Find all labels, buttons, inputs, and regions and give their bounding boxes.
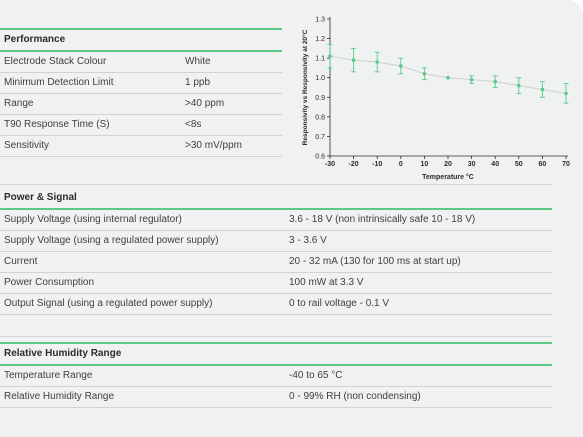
row-label: Temperature Range [4, 370, 93, 381]
x-tick-label: 10 [421, 161, 429, 168]
data-point [564, 91, 568, 96]
data-point [517, 83, 521, 88]
table-row: T90 Response Time (S) <8s [0, 115, 282, 136]
series-line [329, 55, 567, 94]
responsivity-chart: 0.6 0.7 0.8 0.9 1.0 1.1 1.2 1.3 -30 -20 -10 0 10 20 30… [301, 17, 570, 182]
table-row: Supply Voltage (using a regulated power … [0, 231, 552, 252]
row-label: Output Signal (using a regulated power s… [4, 298, 213, 309]
performance-table: Performance Electrode Stack Colour White… [0, 28, 282, 157]
table-row: Electrode Stack Colour White [0, 52, 282, 73]
row-label: Minimum Detection Limit [4, 77, 114, 88]
table-row: Power Consumption 100 mW at 3.3 V [0, 273, 552, 294]
humidity-top-rule [0, 342, 552, 344]
y-tick-label: 1.2 [315, 36, 325, 43]
table-row: Supply Voltage (using internal regulator… [0, 210, 552, 231]
row-label: Electrode Stack Colour [4, 56, 107, 67]
table-row: Output Signal (using a regulated power s… [0, 294, 552, 315]
y-tick-label: 0.8 [315, 114, 325, 121]
x-tick-label: 50 [515, 161, 523, 168]
x-tick-label: 30 [468, 161, 476, 168]
x-tick-label: -10 [372, 161, 382, 168]
row-value: 1 ppb [185, 77, 211, 88]
row-label: Range [4, 98, 34, 109]
power-signal-header-rule [0, 208, 552, 210]
row-label: Supply Voltage (using internal regulator… [4, 214, 182, 225]
humidity-header-rule [0, 364, 552, 366]
x-axis-label: Temperature °C [422, 173, 474, 181]
row-value: 3.6 - 18 V (non intrinsically safe 10 - … [289, 214, 476, 225]
section-divider [0, 184, 552, 185]
row-value: >40 ppm [185, 98, 225, 109]
table-row: Current 20 - 32 mA (130 for 100 ms at st… [0, 252, 552, 273]
row-label: Power Consumption [4, 277, 95, 288]
row-value: <8s [185, 119, 202, 130]
data-point [493, 79, 497, 84]
row-value: White [185, 56, 211, 67]
table-row: Range >40 ppm [0, 94, 282, 115]
performance-header-rule [0, 50, 282, 52]
row-value: 20 - 32 mA (130 for 100 ms at start up) [289, 256, 461, 267]
data-point [540, 87, 545, 92]
row-value: 0 to rail voltage - 0.1 V [289, 298, 390, 309]
performance-title: Performance [4, 34, 66, 45]
data-point [351, 58, 356, 62]
x-tick-label: 20 [444, 161, 452, 168]
row-label: Relative Humidity Range [4, 391, 115, 402]
performance-top-rule [0, 28, 282, 30]
data-point [422, 72, 427, 76]
table-row: Sensitivity >30 mV/ppm [0, 136, 282, 157]
data-point [399, 64, 403, 68]
y-tick-label: 1.1 [315, 56, 325, 63]
row-value: 100 mW at 3.3 V [289, 277, 364, 288]
row-label: T90 Response Time (S) [4, 119, 110, 130]
row-label: Current [4, 256, 38, 267]
y-tick-label: 0.7 [315, 134, 325, 141]
x-tick-label: -20 [349, 161, 359, 168]
humidity-title: Relative Humidity Range [4, 348, 122, 359]
x-tick-label: 0 [399, 161, 403, 168]
y-tick-label: 0.6 [315, 154, 325, 161]
section-divider [0, 336, 552, 337]
humidity-table: Relative Humidity Range Temperature Rang… [0, 342, 552, 408]
row-value: >30 mV/ppm [185, 140, 242, 151]
x-tick-label: 60 [539, 161, 547, 168]
row-value: 3 - 3.6 V [289, 235, 327, 246]
x-tick-label: -30 [325, 161, 335, 168]
row-value: -40 to 65 °C [289, 370, 343, 381]
y-tick-label: 1.3 [315, 17, 325, 24]
x-tick-label: 70 [562, 161, 570, 168]
row-label: Sensitivity [4, 140, 50, 151]
row-value: 0 - 99% RH (non condensing) [289, 391, 421, 402]
row-label: Supply Voltage (using a regulated power … [4, 235, 219, 246]
table-row: Minimum Detection Limit 1 ppb [0, 73, 282, 94]
table-row: Relative Humidity Range 0 - 99% RH (non … [0, 387, 552, 408]
power-signal-title: Power & Signal [4, 192, 77, 203]
power-signal-table: Power & Signal Supply Voltage (using int… [0, 188, 552, 315]
y-axis-label: Responsivity vs Responsivity at 20°C [301, 29, 309, 145]
table-row: Temperature Range -40 to 65 °C [0, 366, 552, 387]
y-tick-label: 1.0 [315, 75, 325, 82]
x-tick-label: 40 [491, 161, 499, 168]
data-point [375, 60, 379, 64]
y-tick-label: 0.9 [315, 95, 325, 102]
data-point [446, 75, 450, 80]
data-point [328, 54, 332, 58]
data-point [469, 77, 474, 82]
